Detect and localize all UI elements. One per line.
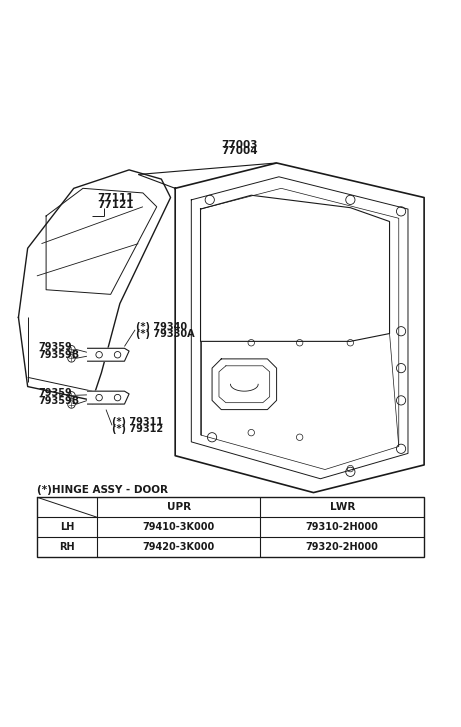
Text: LWR: LWR [330,502,355,513]
Text: LH: LH [59,522,74,532]
Text: (*) 79330A: (*) 79330A [136,329,195,340]
Text: 79320-2H000: 79320-2H000 [306,542,379,552]
Text: 79410-3K000: 79410-3K000 [142,522,215,532]
Text: (*) 79311: (*) 79311 [112,417,163,427]
Text: 79420-3K000: 79420-3K000 [142,542,215,552]
Text: 77111: 77111 [97,193,133,204]
Text: 77004: 77004 [221,146,258,156]
Text: 77121: 77121 [97,201,133,210]
Text: (*) 79312: (*) 79312 [112,424,163,434]
Polygon shape [88,391,129,404]
Text: UPR: UPR [166,502,191,513]
Text: 77003: 77003 [221,140,258,150]
Text: (*) 79340: (*) 79340 [136,322,187,332]
Polygon shape [88,348,129,361]
Bar [37,497,424,557]
Text: RH: RH [59,542,75,552]
Text: 79359B: 79359B [38,350,79,360]
Text: 79310-2H000: 79310-2H000 [306,522,379,532]
Text: 79359: 79359 [38,342,72,353]
Text: 79359: 79359 [38,388,72,398]
Text: 79359B: 79359B [38,395,79,406]
Text: (*)HINGE ASSY - DOOR: (*)HINGE ASSY - DOOR [37,486,168,495]
